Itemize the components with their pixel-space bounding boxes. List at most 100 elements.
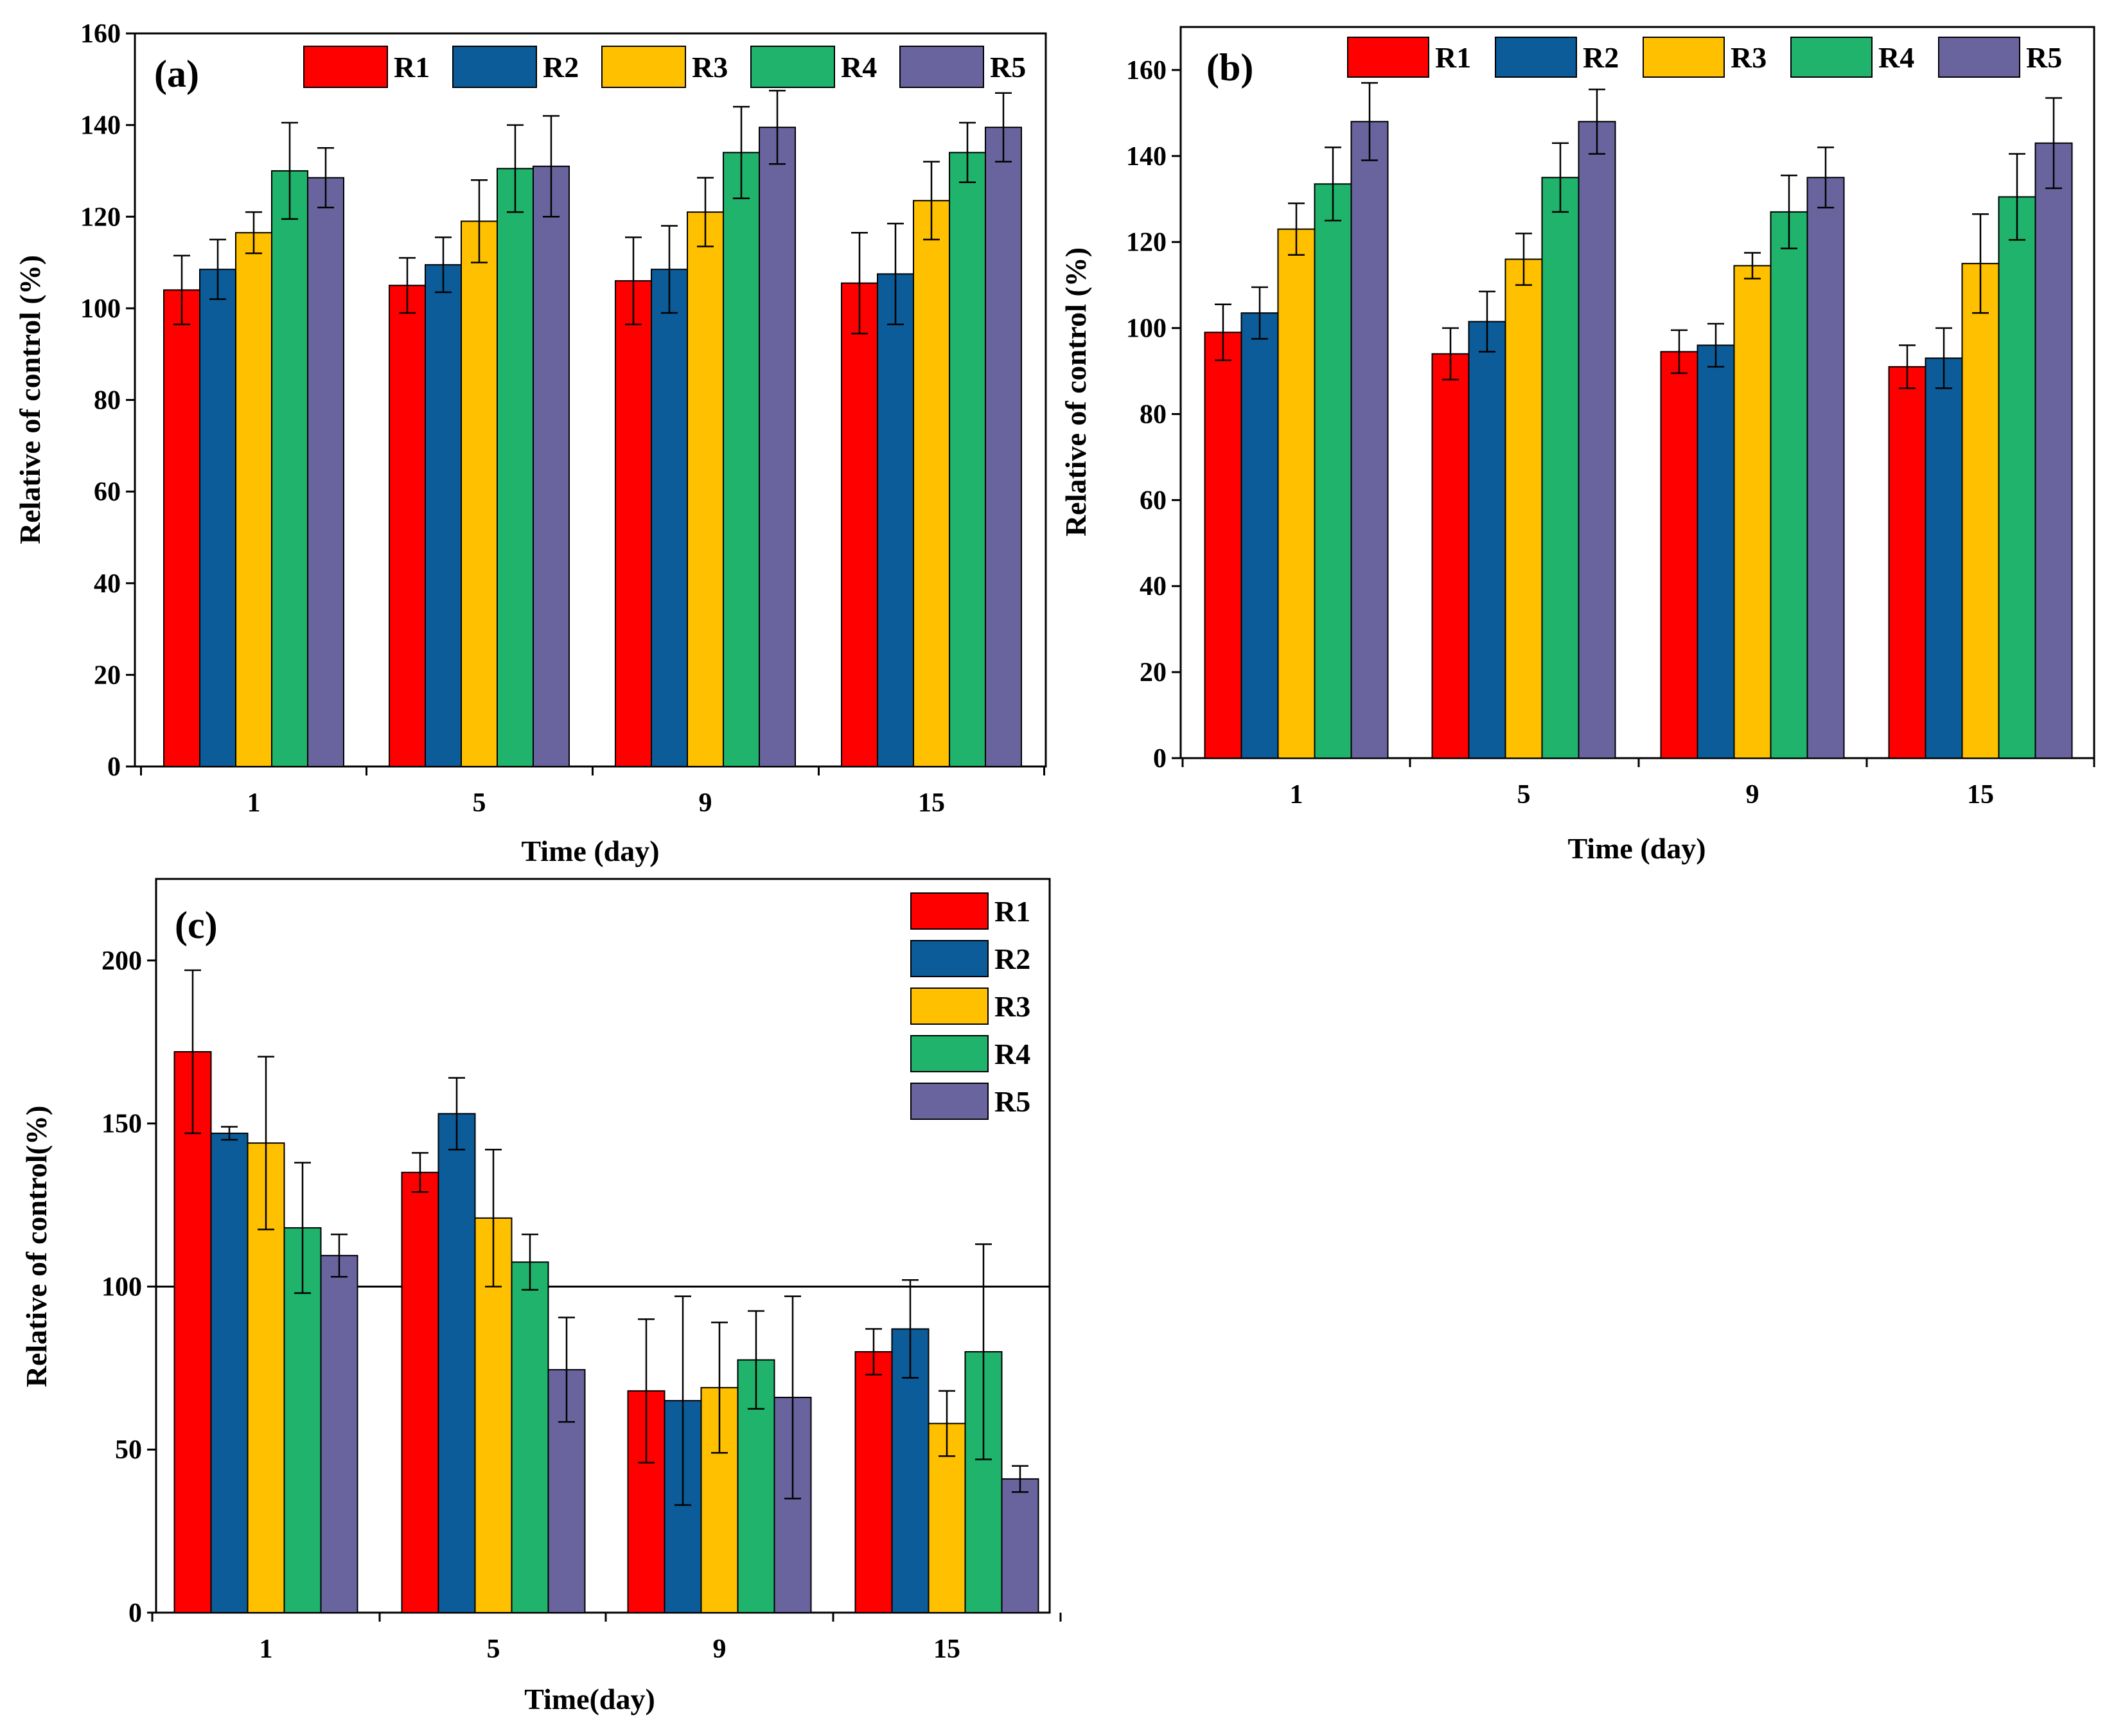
legend-label-R2: R2 [1583,41,1619,74]
legend-item-R3: R3 [910,988,1030,1025]
x-tick-label: 15 [1967,780,1994,810]
legend-swatch-R2 [1495,37,1577,78]
bar-R1-1 [163,289,200,768]
error-bar-R3-5 [485,1149,502,1288]
legend-item-R4: R4 [1790,37,1914,78]
bar-R3-5 [461,220,498,768]
legend-label-R2: R2 [543,51,579,84]
legend-swatch-R1 [910,892,989,930]
legend-label-R5: R5 [994,1085,1030,1118]
error-bar-R3-15 [939,1390,955,1457]
error-bar-R3-5 [471,179,488,263]
bar-R2-1 [210,1132,249,1613]
error-bar-R2-9 [674,1295,691,1506]
error-bar-R1-9 [1671,329,1688,375]
error-bar-R4-9 [748,1310,764,1410]
bar-R5-1 [1350,121,1389,759]
legend-swatch-R1 [303,46,388,88]
error-bar-R1-15 [1899,344,1916,389]
panel-label: (a) [154,53,199,95]
y-tick-label: 40 [94,569,121,599]
bar-R2-5 [437,1113,476,1613]
y-axis-label: Relative of control (%) [1059,247,1092,536]
error-bar-R1-1 [184,969,201,1135]
legend-swatch-R2 [452,46,537,88]
bar-R1-5 [401,1171,439,1614]
error-bar-R2-1 [221,1126,238,1141]
error-bar-R1-1 [173,254,190,326]
bar-R2-15 [877,273,914,767]
x-axis-label: Time(day) [524,1683,655,1715]
error-bar-R1-15 [865,1328,882,1376]
error-bar-R2-9 [661,225,678,314]
bar-R4-1 [1314,183,1352,759]
error-bar-R4-5 [522,1233,538,1291]
legend-label-R3: R3 [1731,41,1767,74]
bar-R4-9 [723,152,760,768]
x-tick-label: 15 [918,788,945,818]
x-axis-label: Time (day) [521,835,659,867]
legend-item-R3: R3 [601,46,728,88]
bar-R1-15 [1888,366,1926,759]
error-bar-R5-1 [1361,82,1378,161]
error-bar-R5-9 [784,1295,801,1500]
error-bar-R2-5 [448,1077,465,1151]
bar-R5-5 [1578,121,1616,759]
bar-R2-1 [1240,312,1279,759]
bar-R5-9 [759,127,796,768]
bar-R1-15 [854,1351,893,1613]
legend-item-R1: R1 [1347,37,1471,78]
legend-item-R5: R5 [1938,37,2062,78]
legend-swatch-R5 [899,46,984,88]
error-bar-R2-15 [1935,327,1952,389]
bar-R1-15 [841,282,878,767]
error-bar-R3-1 [1288,202,1305,256]
bar-R1-9 [615,280,652,767]
error-bar-R4-5 [507,124,524,213]
bar-R3-9 [1733,265,1772,759]
bar-R3-1 [1277,228,1316,759]
bar-R4-5 [1541,177,1580,759]
plot-frame [1179,26,2095,759]
bar-R3-15 [913,200,950,767]
y-tick-label: 140 [80,111,121,141]
error-bar-R4-5 [1552,142,1569,213]
bar-R3-5 [1504,258,1543,759]
y-tick-label: 20 [1140,658,1167,687]
error-bar-R5-15 [995,92,1012,163]
y-tick-label: 0 [128,1599,142,1628]
bar-R5-15 [985,127,1022,768]
error-bar-R4-1 [294,1162,311,1294]
error-bar-R4-1 [281,121,298,220]
legend-label-R1: R1 [1435,41,1471,74]
error-bar-R1-9 [638,1318,655,1464]
legend-label-R4: R4 [994,1038,1030,1070]
error-bar-R2-1 [209,238,226,300]
x-tick-label: 5 [473,788,486,818]
x-tick-label: 5 [487,1634,500,1664]
bar-R2-15 [1925,357,1963,759]
bar-R2-9 [651,269,688,767]
error-bar-R3-1 [245,211,262,254]
error-bar-R5-9 [1817,146,1834,209]
bar-R2-5 [425,264,462,767]
legend-item-R5: R5 [910,1083,1030,1120]
y-tick-label: 60 [1140,486,1167,515]
y-tick-label: 50 [115,1435,142,1465]
error-bar-R2-1 [1251,286,1268,340]
bar-R4-5 [497,168,534,767]
x-tick-label: 1 [260,1634,273,1664]
error-bar-R5-5 [558,1316,575,1423]
y-tick-label: 120 [80,202,121,232]
error-bar-R3-15 [923,161,940,241]
error-bar-R4-9 [733,105,750,199]
error-bar-R1-9 [625,236,642,326]
y-tick-label: 200 [101,946,142,976]
y-tick-label: 80 [1140,400,1167,429]
error-bar-R3-9 [697,177,714,247]
legend-swatch-R5 [910,1083,989,1120]
y-tick-label: 160 [80,19,121,49]
bar-R4-9 [1770,211,1808,759]
y-tick-label: 40 [1140,572,1167,601]
